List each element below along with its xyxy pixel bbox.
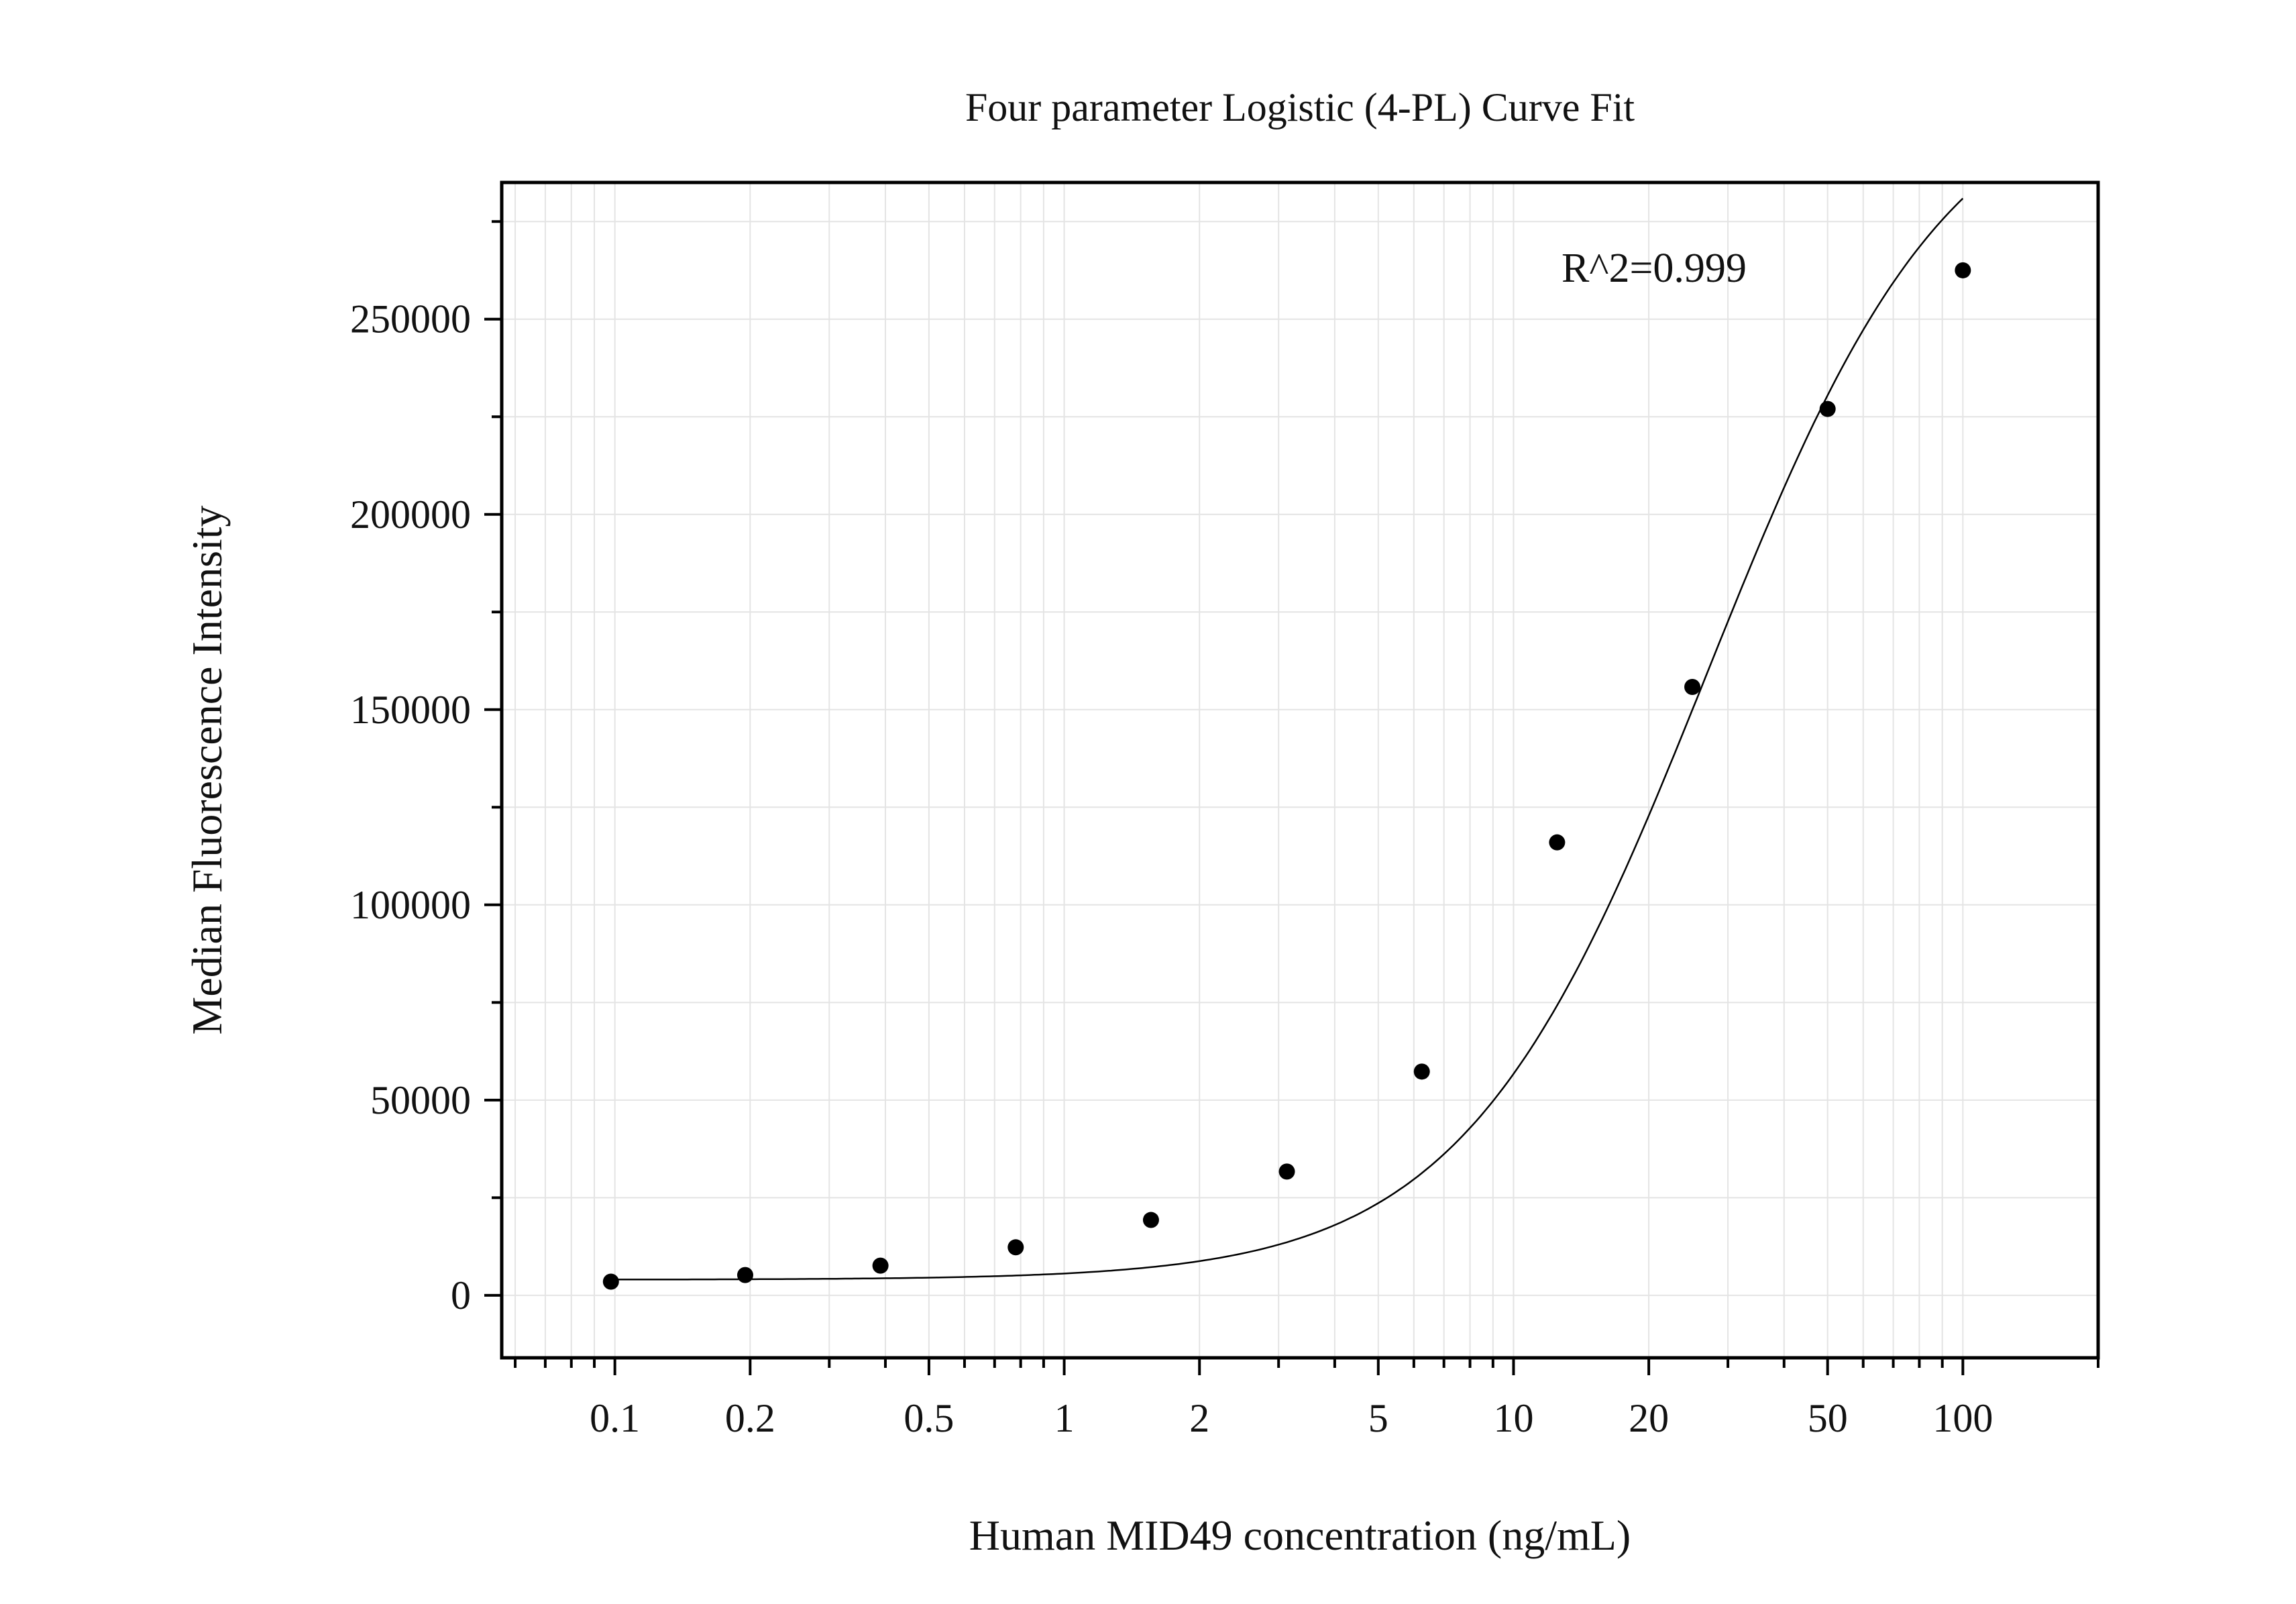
fit-curve xyxy=(610,197,1964,1281)
x-axis-label: Human MID49 concentration (ng/mL) xyxy=(969,1511,1631,1559)
y-tick-label: 200000 xyxy=(350,492,471,537)
y-tick-label: 100000 xyxy=(350,883,471,927)
chart-title: Four parameter Logistic (4-PL) Curve Fit xyxy=(965,85,1635,129)
data-point xyxy=(1278,1163,1295,1180)
y-tick-label: 0 xyxy=(451,1273,471,1318)
x-tick-label: 100 xyxy=(1932,1396,1993,1440)
data-point xyxy=(1549,834,1566,851)
x-tick-label: 20 xyxy=(1629,1396,1669,1440)
data-point xyxy=(1819,400,1836,417)
y-axis-label: Median Fluorescence Intensity xyxy=(183,505,231,1034)
data-point xyxy=(872,1257,889,1274)
data-point xyxy=(1955,262,1971,278)
data-point xyxy=(1007,1239,1024,1256)
y-tick-label: 250000 xyxy=(350,297,471,341)
x-tick-label: 10 xyxy=(1493,1396,1533,1440)
x-tick-labels: 0.1 0.2 0.5 1 2 5 10 20 50 100 xyxy=(590,1396,1993,1440)
x-tick-label: 2 xyxy=(1189,1396,1209,1440)
data-point xyxy=(1413,1063,1430,1080)
x-tick-label: 50 xyxy=(1808,1396,1848,1440)
data-point xyxy=(602,1273,619,1290)
y-tick-label: 150000 xyxy=(350,688,471,732)
data-points xyxy=(602,262,1971,1290)
data-point xyxy=(1684,679,1701,696)
x-tick-label: 1 xyxy=(1054,1396,1075,1440)
grid-lines xyxy=(502,182,2099,1358)
data-point xyxy=(736,1267,753,1283)
x-tick-label: 0.5 xyxy=(904,1396,954,1440)
y-tick-label: 50000 xyxy=(370,1078,471,1122)
x-tick-label: 5 xyxy=(1368,1396,1388,1440)
x-tick-label: 0.1 xyxy=(590,1396,640,1440)
axis-ticks xyxy=(484,220,2099,1375)
data-point xyxy=(1142,1212,1159,1228)
plot-frame xyxy=(500,180,2100,1360)
y-tick-labels: 0 50000 100000 150000 200000 250000 xyxy=(350,297,471,1318)
r-squared-annotation: R^2=0.999 xyxy=(1562,246,1747,291)
fit-curve-layer xyxy=(610,197,1964,1281)
x-tick-label: 0.2 xyxy=(725,1396,775,1440)
